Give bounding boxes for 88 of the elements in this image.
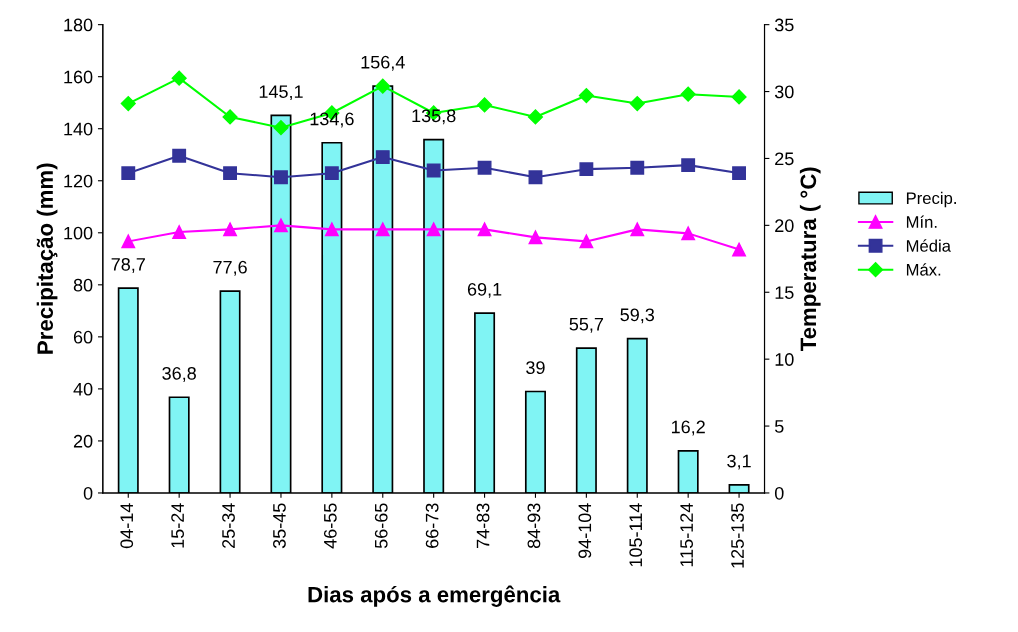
point	[223, 166, 238, 181]
point	[172, 225, 187, 239]
point	[426, 163, 441, 178]
y-tick-label: 160	[64, 70, 93, 84]
point	[274, 218, 288, 233]
point	[121, 234, 136, 249]
point	[527, 109, 544, 125]
x-tick-label: 74-83	[476, 503, 490, 548]
point	[476, 97, 493, 113]
legend-label: Média	[906, 239, 951, 252]
y2-tick-label: 10	[775, 353, 794, 366]
point	[375, 222, 390, 237]
y-tick-label: 0	[83, 486, 93, 500]
point	[223, 222, 238, 237]
x-tick-label: 66-73	[425, 503, 439, 548]
x-tick-label: 15-24	[171, 503, 185, 548]
legend-label: Máx.	[906, 263, 941, 276]
point	[375, 78, 391, 94]
data-label: 78,7	[111, 257, 145, 273]
point	[375, 150, 390, 165]
data-label: 36,8	[162, 366, 196, 382]
point	[732, 166, 747, 181]
data-label: 39	[526, 361, 545, 375]
point	[629, 96, 645, 112]
x-tick-label: 56-65	[374, 503, 388, 549]
point	[680, 86, 696, 102]
y-tick-label: 140	[64, 122, 93, 136]
y-tick-label: 120	[64, 174, 93, 188]
x-tick-label: 04-14	[120, 503, 134, 549]
point	[324, 222, 339, 237]
y2-tick-label: 5	[774, 420, 784, 433]
point	[579, 162, 594, 177]
x-tick-label: 25-34	[222, 503, 235, 548]
point	[120, 96, 136, 112]
y2-axis-title: Temperatura ( °C)	[799, 167, 821, 352]
data-label: 55,7	[569, 317, 604, 333]
y2-tick-label: 20	[775, 219, 794, 233]
data-label: 135,8	[412, 109, 456, 125]
y2-tick-label: 0	[774, 486, 784, 500]
x-tick-label: 94-104	[578, 503, 592, 559]
y-tick-label: 60	[73, 330, 93, 344]
legend-label: Precip.	[906, 191, 956, 208]
y2-tick-label: 35	[774, 18, 794, 32]
point	[681, 158, 696, 173]
data-label: 145,1	[259, 85, 303, 101]
point	[528, 170, 543, 185]
x-tick-label: 35-45	[273, 503, 286, 549]
point	[528, 230, 543, 245]
point	[732, 242, 747, 257]
point	[426, 222, 441, 237]
x-axis-title: Dias após a emergência	[308, 585, 561, 607]
point	[630, 222, 645, 237]
legend-label: Mín.	[906, 215, 937, 228]
data-label: 134,6	[310, 112, 354, 128]
point	[681, 226, 696, 241]
x-tick-label: 84-93	[527, 503, 541, 549]
point	[477, 160, 492, 175]
y2-tick-label: 15	[775, 286, 794, 299]
y-tick-label: 40	[73, 382, 93, 396]
point	[477, 222, 492, 237]
y-tick-label: 20	[73, 434, 93, 448]
y-tick-label: 180	[64, 18, 93, 32]
x-tick-label: 46-55	[323, 503, 337, 549]
data-label: 59,3	[620, 308, 655, 324]
point	[171, 70, 187, 86]
x-tick-label: 125-135	[731, 503, 744, 568]
y-tick-label: 100	[64, 226, 93, 240]
x-tick-label: 105-114	[629, 503, 643, 567]
data-label: 16,2	[671, 420, 705, 436]
point	[324, 166, 339, 181]
point	[579, 234, 594, 249]
data-label: 69,1	[467, 282, 502, 298]
data-label: 156,4	[361, 55, 405, 71]
point	[222, 109, 238, 125]
x-tick-label: 115-124	[680, 503, 694, 567]
point	[273, 120, 289, 136]
y-axis-title: Precipitação (mm)	[36, 163, 58, 354]
point	[274, 170, 288, 185]
data-label: 3,1	[727, 454, 751, 470]
point	[578, 87, 594, 104]
y2-tick-label: 25	[775, 152, 794, 166]
point	[731, 89, 747, 105]
y2-tick-label: 30	[774, 85, 794, 99]
data-label: 77,6	[213, 260, 247, 276]
point	[172, 148, 187, 163]
point	[630, 160, 645, 175]
point	[121, 166, 136, 181]
y-tick-label: 80	[73, 278, 93, 292]
